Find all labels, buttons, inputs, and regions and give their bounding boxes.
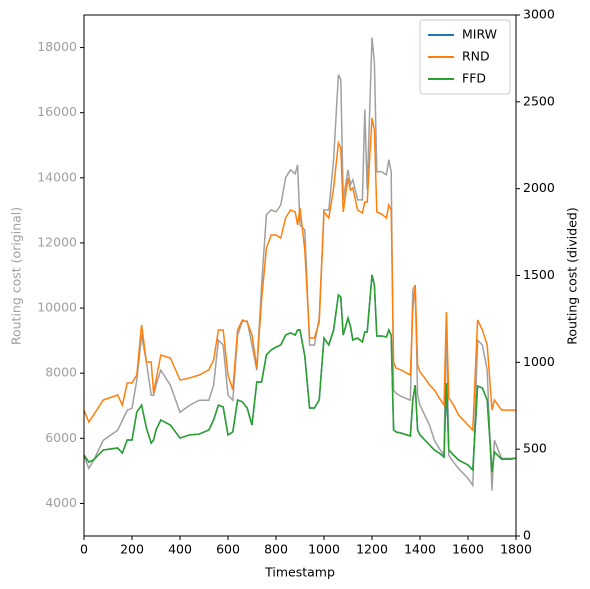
y2-tick-label: 1000: [523, 354, 555, 369]
y-tick-label: 14000: [37, 169, 77, 184]
y-tick-label: 10000: [37, 300, 77, 315]
y-tick-label: 6000: [45, 430, 77, 445]
line-series: [83, 274, 517, 473]
line-series: [83, 274, 517, 473]
y2-tick-label: 0: [523, 528, 531, 543]
x-tick-label: 1000: [308, 542, 340, 557]
y2-tick-label: 500: [523, 441, 547, 456]
legend-label: FFD: [462, 71, 486, 86]
x-tick-label: 0: [80, 542, 88, 557]
y-tick-label: 8000: [45, 365, 77, 380]
x-tick-label: 800: [264, 542, 288, 557]
y2-tick-label: 2000: [523, 180, 555, 195]
x-tick-label: 400: [168, 542, 192, 557]
x-tick-label: 1400: [404, 542, 436, 557]
y-tick-label: 18000: [37, 39, 77, 54]
y2-tick-label: 1500: [523, 267, 555, 282]
y2-tick-label: 2500: [523, 93, 555, 108]
x-tick-label: 1800: [500, 542, 532, 557]
line-series: [83, 37, 516, 491]
y-tick-label: 4000: [45, 495, 77, 510]
x-tick-label: 600: [216, 542, 240, 557]
y-tick-label: 16000: [37, 104, 77, 119]
x-tick-label: 1200: [356, 542, 388, 557]
line-series: [83, 117, 516, 432]
x-tick-label: 200: [120, 542, 144, 557]
legend-label: RND: [462, 49, 490, 64]
legend-box: [419, 19, 511, 95]
x-tick-label: 1600: [452, 542, 484, 557]
y2-tick-label: 3000: [523, 7, 555, 22]
x-axis-label: Timestamp: [264, 565, 335, 580]
y-axis-label: Routing cost (original): [9, 207, 24, 345]
y2-axis-label: Routing cost (divided): [565, 207, 580, 344]
y-tick-label: 12000: [37, 234, 77, 249]
legend: MIRW RND FFD: [419, 19, 511, 95]
legend-label: MIRW: [462, 27, 497, 42]
